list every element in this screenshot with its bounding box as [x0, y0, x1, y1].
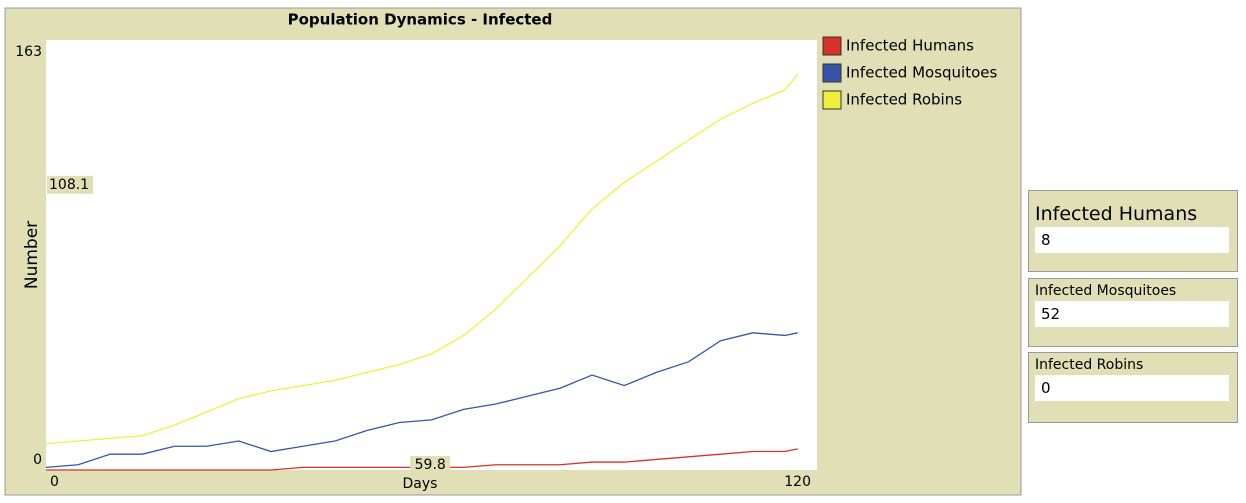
chart-title: Population Dynamics - Infected [288, 11, 553, 29]
monitor-value: 8 [1035, 227, 1229, 253]
legend-label: Infected Mosquitoes [846, 64, 998, 82]
legend-label: Infected Humans [846, 37, 974, 55]
y-tick-label: 0 [33, 452, 42, 468]
crosshair-y-label: 108.1 [49, 177, 89, 193]
legend-label: Infected Robins [846, 91, 962, 109]
monitor-value: 0 [1035, 375, 1229, 401]
monitor-label: Infected Robins [1035, 357, 1144, 373]
crosshair-x-label: 59.8 [415, 457, 446, 473]
monitor-label: Infected Mosquitoes [1035, 283, 1177, 299]
plot-widget: Population Dynamics - Infected Days Numb… [4, 7, 1022, 496]
x-tick-label: 120 [784, 474, 811, 490]
y-axis-title: Number [22, 221, 42, 289]
crosshair-label-bg [410, 456, 451, 474]
x-axis-title: Days [403, 476, 438, 492]
y-tick-label: 163 [15, 44, 42, 60]
legend-swatch [822, 63, 842, 83]
monitor: Infected Mosquitoes 52 [1028, 278, 1238, 347]
monitor-value: 52 [1035, 301, 1229, 327]
plot-area [46, 40, 817, 470]
legend-swatch [822, 90, 842, 110]
monitor-label: Infected Humans [1035, 203, 1198, 225]
crosshair-label-bg [47, 175, 93, 194]
x-tick-label: 0 [50, 474, 59, 490]
line [45, 73, 799, 445]
monitor: Infected Humans 8 [1028, 190, 1238, 272]
legend-swatch [822, 36, 842, 56]
monitor: Infected Robins 0 [1028, 352, 1238, 423]
line [45, 332, 798, 469]
